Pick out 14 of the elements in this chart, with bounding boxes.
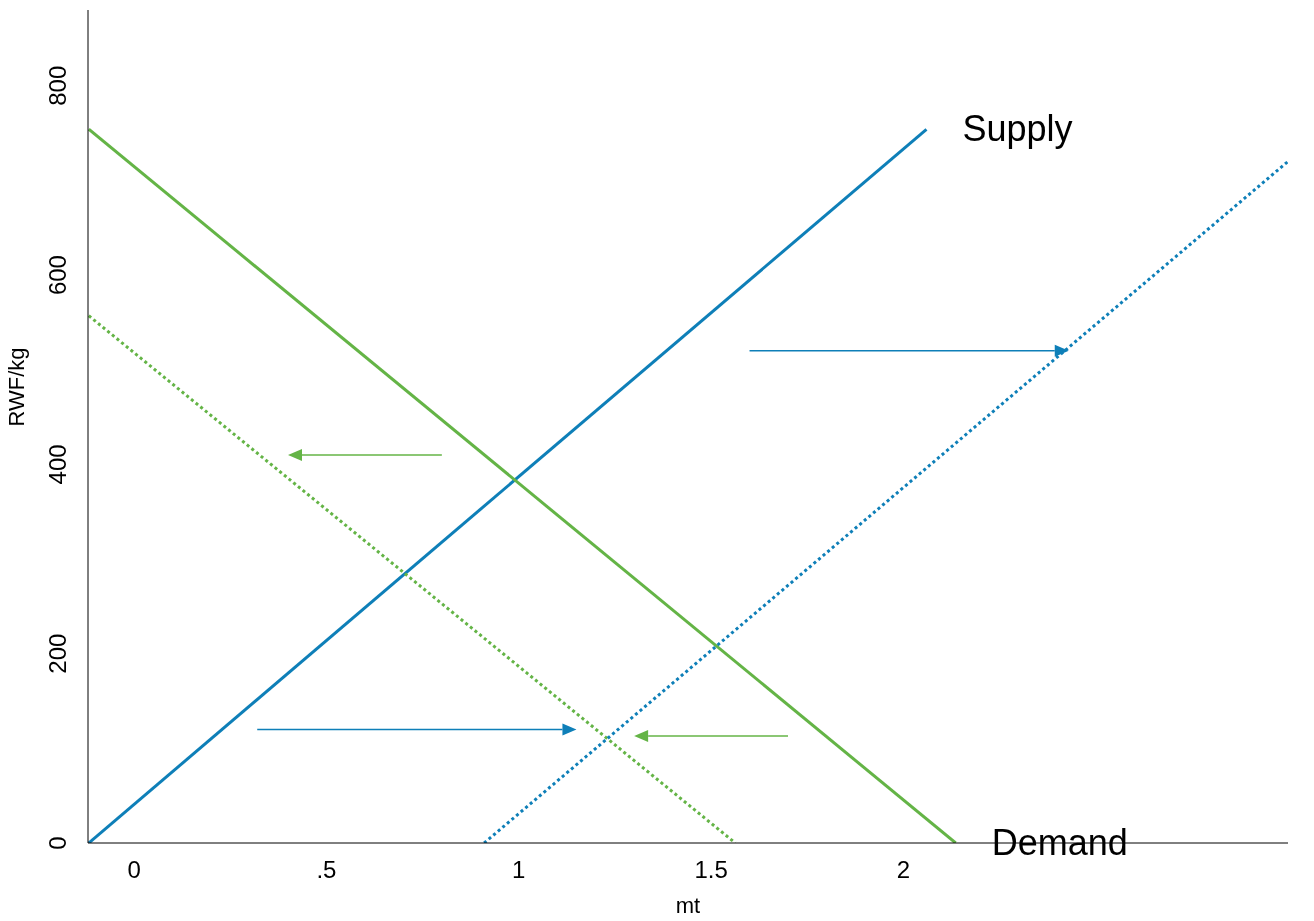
- y-tick-label: 800: [44, 65, 71, 106]
- x-tick-label: 0: [127, 856, 141, 884]
- series-label: Demand: [991, 821, 1128, 863]
- x-tick-label: 1.5: [694, 856, 728, 884]
- y-tick-label: 600: [44, 255, 71, 296]
- x-tick-label: .5: [316, 856, 337, 884]
- y-tick-label: 200: [44, 633, 71, 674]
- series-label: Supply: [962, 107, 1073, 149]
- y-axis-title: RWF/kg: [3, 347, 29, 427]
- x-tick-label: 2: [896, 856, 911, 884]
- y-tick-label: 0: [44, 836, 71, 850]
- x-tick-label: 1: [512, 856, 526, 884]
- y-tick-label: 400: [44, 444, 71, 485]
- x-axis-title: mt: [675, 893, 701, 918]
